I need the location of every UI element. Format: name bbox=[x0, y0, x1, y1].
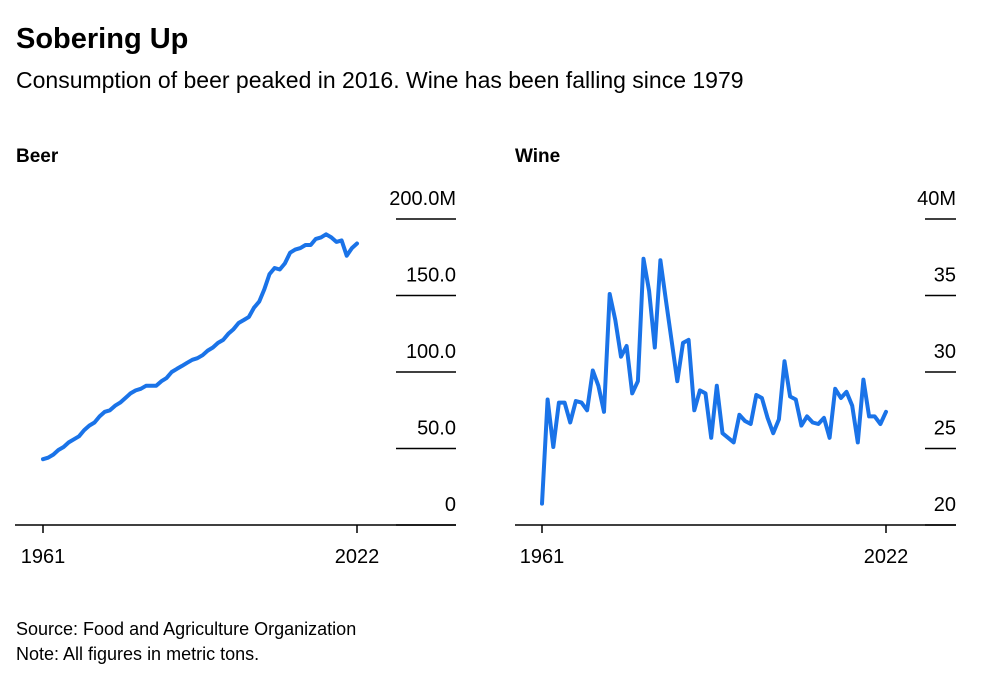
y-tick-label: 100.0 bbox=[406, 341, 456, 363]
y-tick-label: 0 bbox=[445, 494, 456, 516]
x-tick-label: 1961 bbox=[21, 546, 66, 568]
y-tick-label: 40M bbox=[917, 188, 956, 210]
y-tick-label: 50.0 bbox=[417, 418, 456, 440]
series-line bbox=[41, 232, 359, 462]
chart-title: Wine bbox=[515, 146, 560, 167]
y-tick-label: 150.0 bbox=[406, 265, 456, 287]
x-tick-label: 1961 bbox=[520, 546, 565, 568]
y-tick-label: 200.0M bbox=[389, 188, 456, 210]
y-tick-label: 25 bbox=[934, 418, 956, 440]
subtitle: Consumption of beer peaked in 2016. Wine… bbox=[16, 67, 744, 93]
note: Note: All figures in metric tons. bbox=[16, 644, 259, 664]
chart-title: Beer bbox=[16, 146, 59, 167]
x-tick-label: 2022 bbox=[335, 546, 380, 568]
y-tick-label: 35 bbox=[934, 265, 956, 287]
series-line bbox=[540, 256, 888, 506]
x-tick-label: 2022 bbox=[864, 546, 909, 568]
title: Sobering Up bbox=[16, 23, 188, 55]
y-tick-label: 20 bbox=[934, 494, 956, 516]
y-tick-label: 30 bbox=[934, 341, 956, 363]
source: Source: Food and Agriculture Organizatio… bbox=[16, 619, 356, 639]
